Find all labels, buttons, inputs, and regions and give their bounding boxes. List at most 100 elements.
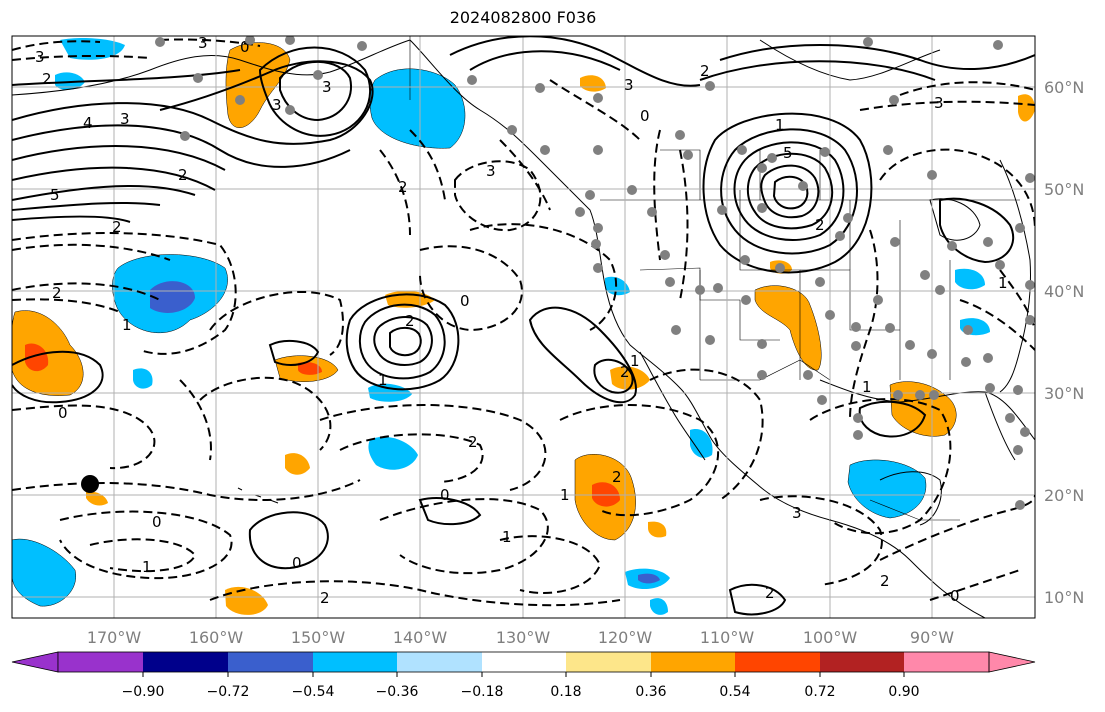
station-markers [155,36,1035,510]
contour-dashed [649,368,764,501]
contour-label: 2 [320,589,330,607]
contour-dashed [179,379,212,461]
lat-label: 40°N [1044,282,1084,301]
colorbar-bin [904,652,989,672]
colorbar-frame [57,651,990,673]
map-frame [11,35,1036,619]
contour-label: 2 [815,216,825,234]
contour-dashed [899,81,1035,96]
shade-positive [285,453,310,475]
colorbar-tick-label: 0.54 [719,684,750,700]
contour-dashed [89,538,197,573]
lon-label: 100°W [803,628,858,647]
contour-solid [699,60,936,81]
contour-dashed [499,535,602,594]
contour-solid [728,583,787,616]
contour-dashed [12,243,171,261]
contour-label: 4 [83,114,93,132]
contour-dashed [469,223,618,331]
colorbar-bin [58,652,143,672]
contour-dashed [679,149,689,301]
contour-dashed [653,129,661,261]
contour-solid [702,112,873,274]
colorbar-tick-label: −0.72 [207,684,250,700]
highlight-marker [81,475,99,493]
contour-solid [733,141,845,241]
contour-dashed [559,404,719,517]
contour-label: 1 [142,558,152,576]
map-title: 2024082800 F036 [449,8,597,27]
contour-label: 0 [440,486,450,504]
contour-label: 5 [50,186,60,204]
colorbar-tick-label: −0.36 [376,684,419,700]
contour-label: 1 [998,274,1008,292]
contour-label: 2 [405,312,415,330]
dashed-contours [12,38,1035,607]
contour-label: 2 [468,433,478,451]
lon-label: 140°W [393,628,448,647]
shade-negative [955,268,985,290]
contour-solid [469,50,621,71]
contour-label: 3 [272,96,282,114]
lon-label: 170°W [87,628,142,647]
colorbar-tick-label: 0.90 [888,684,919,700]
shade-negative [650,598,668,615]
lat-label: 30°N [1044,384,1084,403]
shaded-anomalies [12,37,1035,615]
shade-negative-strong [150,281,195,313]
shade-negative [368,436,418,470]
contour-label: 0 [640,107,650,125]
contour-solid [760,164,820,219]
contour-dashed [849,229,879,421]
contour-label: 0 [152,513,162,531]
contour-label: 0 [460,292,470,310]
contour-label: 0 [950,587,960,605]
contour-label: 2 [612,468,622,486]
coast-hudson [759,39,941,81]
lon-labels: 170°W 160°W 150°W 140°W 130°W 120°W 110°… [87,628,954,647]
contour-label: 1 [502,528,512,546]
shade-negative [12,538,77,607]
contour-dashed [59,510,233,580]
gridlines [12,36,1035,618]
lat-label: 20°N [1044,486,1084,505]
contour-label: 1 [630,352,640,370]
contour-dashed [199,376,332,451]
contour-solid [418,497,482,526]
colorbar-tick-label: −0.54 [292,684,335,700]
contour-label: 3 [934,94,944,112]
shade-negative [60,37,125,60]
contour-solid [593,358,634,394]
contour-dashed [549,79,641,141]
contour-label: 0 [240,38,250,56]
contour-solid [772,175,809,210]
lon-label: 160°W [189,628,244,647]
lat-label: 50°N [1044,180,1084,199]
shade-positive-strong [25,343,49,372]
contour-dashed [759,495,883,586]
colorbar-tick-label: 0.72 [804,684,835,700]
shade-positive [648,521,667,538]
contour-label: 1 [862,378,872,396]
contour-label: 2 [700,62,710,80]
coast-north-america-west [409,39,986,618]
contour-label: 3 [322,78,332,96]
contour-label: 3 [792,504,802,522]
shade-positive-strong [592,482,620,507]
contour-label: 2 [178,166,188,184]
contour-dashed [379,149,411,236]
colorbar-bin [735,652,820,672]
lat-labels: 60°N 50°N 40°N 30°N 20°N 10°N [1044,78,1084,607]
contour-dashed [809,398,952,535]
contour-label: 3 [120,110,130,128]
coast-alaska [12,39,411,96]
contour-dashed [319,404,547,491]
coast-florida [984,391,1016,461]
shade-positive [754,285,822,371]
contour-label: 1 [775,116,785,134]
contour-label: 2 [398,178,408,196]
contour-label: 1 [560,486,570,504]
contour-label: 3 [198,34,208,52]
lat-label: 60°N [1044,78,1084,97]
contour-label: 0 [58,404,68,422]
